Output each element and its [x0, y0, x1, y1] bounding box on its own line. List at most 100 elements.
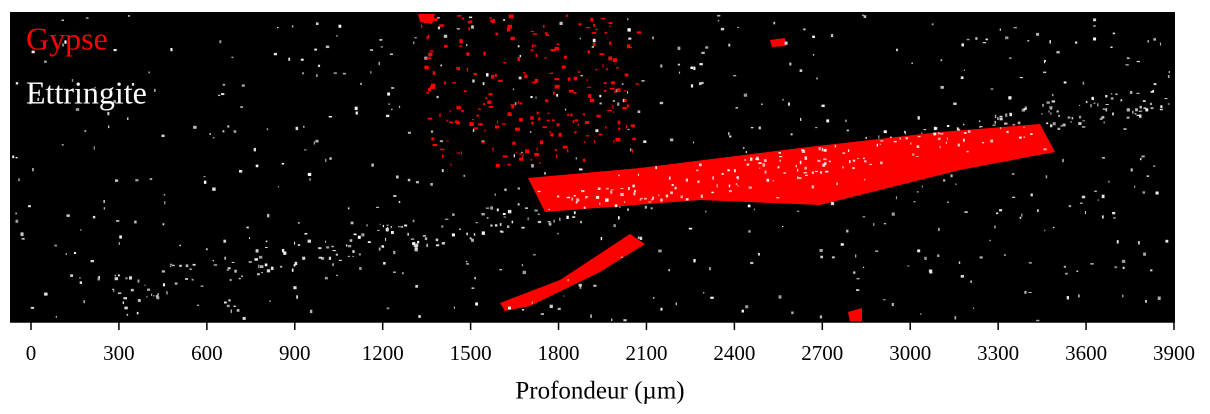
ettringite-speck: [831, 256, 835, 259]
ettringite-speck: [1012, 173, 1015, 175]
ettringite-speck: [856, 289, 860, 291]
ettringite-speck: [1135, 108, 1138, 112]
ettringite-speck: [418, 315, 421, 318]
gypsum-speck: [598, 133, 603, 136]
ettringite-speck: [947, 201, 949, 203]
ettringite-speck: [326, 246, 330, 249]
gypsum-speck: [502, 155, 508, 158]
ettringite-speck: [1021, 108, 1026, 112]
ettringite-speck: [80, 229, 82, 231]
ettringite-speck: [471, 238, 474, 242]
ettringite-speck: [579, 37, 582, 40]
ettringite-speck: [1037, 209, 1039, 213]
gypsum-speck: [459, 39, 463, 44]
ettringite-speck: [685, 198, 689, 201]
ettringite-speck: [426, 243, 428, 248]
gypsum-speck: [421, 24, 423, 28]
ettringite-speck: [325, 45, 330, 49]
gypsum-speck: [517, 101, 520, 104]
ettringite-speck: [531, 301, 533, 304]
ettringite-speck: [741, 309, 744, 313]
ettringite-speck: [512, 88, 515, 91]
ettringite-speck: [595, 129, 599, 133]
gypsum-speck: [547, 112, 550, 114]
gypsum-speck: [497, 79, 503, 82]
ettringite-speck: [469, 237, 472, 240]
ettringite-speck: [783, 172, 787, 174]
ettringite-speck: [153, 295, 155, 297]
gypsum-speck: [625, 125, 628, 129]
ettringite-speck: [620, 256, 624, 258]
ettringite-speck: [521, 309, 525, 311]
gypsum-speck: [848, 308, 862, 322]
ettringite-speck: [641, 80, 645, 82]
ettringite-speck: [762, 163, 766, 167]
gypsum-speck: [534, 79, 539, 83]
ettringite-speck: [627, 128, 630, 131]
ettringite-speck: [185, 278, 189, 280]
ettringite-speck: [513, 154, 515, 158]
ettringite-speck: [71, 79, 74, 82]
ettringite-speck: [537, 213, 540, 215]
ettringite-speck: [18, 178, 20, 182]
ettringite-speck: [703, 291, 705, 294]
ettringite-speck: [963, 123, 965, 126]
ettringite-speck: [473, 233, 476, 236]
gypsum-speck: [488, 93, 493, 96]
ettringite-speck: [1091, 96, 1094, 101]
ettringite-speck: [699, 163, 702, 167]
ettringite-speck: [1105, 108, 1108, 112]
ettringite-speck: [481, 140, 485, 143]
ettringite-speck: [191, 278, 194, 281]
gypsum-speck: [613, 140, 615, 144]
ettringite-speck: [933, 132, 937, 136]
ettringite-speck: [797, 168, 799, 172]
ettringite-speck: [386, 224, 389, 226]
ettringite-speck: [294, 241, 296, 245]
ettringite-speck: [812, 54, 815, 56]
ettringite-speck: [820, 171, 822, 174]
gypsum-speck: [585, 27, 591, 29]
ettringite-speck: [614, 204, 618, 208]
legend-gypse: Gypse: [26, 20, 108, 56]
ettringite-speck: [227, 267, 230, 269]
gypsum-speck: [439, 113, 441, 118]
ettringite-speck: [155, 295, 158, 297]
ettringite-speck: [441, 242, 446, 245]
ettringite-speck: [1165, 239, 1169, 243]
ettringite-speck: [226, 304, 230, 308]
ettringite-speck: [135, 179, 139, 182]
ettringite-speck: [37, 97, 40, 102]
gypsum-speck: [495, 32, 498, 36]
ettringite-speck: [846, 229, 849, 233]
gypsum-speck: [531, 44, 534, 48]
gypsum-speck: [624, 73, 629, 77]
ettringite-speck: [193, 125, 197, 129]
ettringite-speck: [253, 147, 256, 152]
gypsum-speck: [603, 89, 607, 92]
ettringite-speck: [350, 221, 354, 225]
ettringite-speck: [945, 141, 947, 144]
ettringite-speck: [1019, 136, 1022, 139]
ettringite-speck: [1065, 272, 1068, 275]
ettringite-speck: [753, 208, 756, 211]
gypsum-speck: [476, 114, 480, 117]
gypsum-speck: [461, 109, 464, 113]
ettringite-speck: [655, 166, 657, 170]
ettringite-speck: [1017, 121, 1021, 125]
ettringite-speck: [1090, 263, 1094, 265]
ettringite-speck: [398, 226, 401, 228]
ettringite-speck: [389, 53, 394, 55]
ettringite-speck: [772, 180, 775, 182]
ettringite-speck: [28, 205, 31, 208]
ettringite-speck: [359, 267, 362, 270]
ettringite-speck: [1043, 148, 1047, 151]
ettringite-speck: [634, 190, 636, 193]
ettringite-speck: [90, 260, 94, 263]
ettringite-speck: [1028, 262, 1032, 264]
gypsum-speck: [489, 17, 493, 19]
ettringite-speck: [66, 214, 70, 217]
gypsum-speck: [609, 25, 611, 28]
gypsum-speck: [428, 52, 433, 57]
ettringite-speck: [103, 200, 105, 204]
